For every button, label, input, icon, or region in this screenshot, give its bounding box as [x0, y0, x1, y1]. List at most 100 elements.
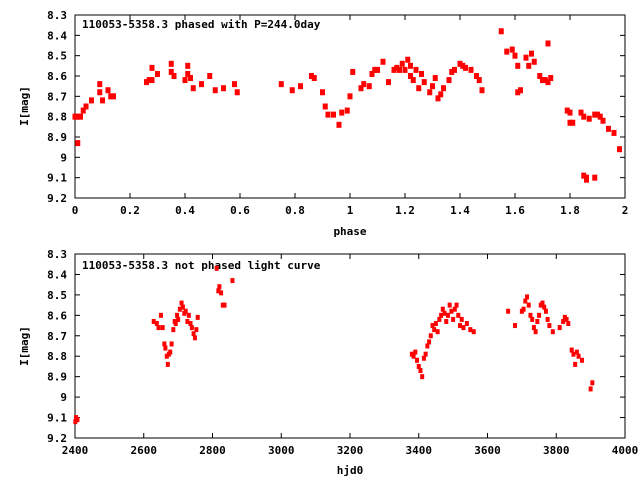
y-tick-label: 8.5 [47, 50, 67, 63]
data-point [515, 89, 521, 96]
data-point [185, 318, 190, 324]
data-point [464, 321, 469, 327]
data-point [430, 83, 435, 90]
data-point [216, 288, 221, 294]
data-point [399, 60, 405, 67]
data-point [191, 331, 196, 337]
y-tick-label: 9.1 [47, 172, 67, 185]
data-point [221, 85, 226, 92]
data-point [540, 300, 545, 306]
y-tick-label: 8.3 [47, 9, 67, 22]
data-point [380, 58, 386, 65]
data-point [521, 306, 526, 312]
data-point [420, 374, 425, 380]
data-point [525, 294, 530, 300]
data-point [413, 349, 418, 355]
data-point [427, 89, 433, 96]
data-point [438, 91, 444, 98]
data-point [173, 321, 178, 327]
data-point [567, 109, 573, 116]
x-axis-label: phase [333, 225, 366, 238]
data-point [222, 302, 227, 308]
data-point [415, 357, 420, 363]
x-tick-label: 1.6 [505, 204, 525, 217]
data-point [171, 327, 176, 333]
data-point [168, 68, 174, 75]
data-point [358, 85, 364, 92]
data-point [545, 316, 550, 322]
data-points [73, 265, 595, 425]
data-point [567, 119, 573, 126]
data-point [506, 308, 511, 314]
data-point [468, 327, 473, 333]
data-point [509, 46, 515, 53]
data-point [418, 368, 423, 374]
data-point [446, 77, 452, 84]
data-point [474, 73, 479, 79]
data-point [523, 54, 529, 61]
data-point [452, 306, 457, 312]
x-tick-label: 2800 [199, 444, 226, 457]
data-point [445, 312, 450, 318]
data-point [188, 75, 193, 82]
data-point [171, 73, 177, 79]
data-point [78, 113, 83, 120]
data-point [416, 363, 421, 369]
data-point [600, 117, 606, 124]
data-point [298, 83, 303, 90]
x-tick-label: 0.4 [175, 204, 195, 217]
data-point [432, 75, 438, 82]
data-point [375, 66, 380, 73]
data-point [169, 341, 174, 347]
data-point [325, 111, 331, 118]
data-point [542, 77, 548, 84]
y-tick-label: 9 [60, 391, 67, 404]
y-tick-label: 8.8 [47, 111, 67, 124]
unphased-light-curve-panel: 110053-5358.3 not phased light curve hjd… [18, 248, 638, 477]
x-tick-label: 0.2 [120, 204, 140, 217]
y-tick-label: 8.4 [47, 29, 67, 42]
data-point [449, 68, 455, 75]
data-point [309, 73, 314, 79]
data-point [164, 353, 169, 359]
data-point [425, 343, 430, 349]
y-tick-label: 8.7 [47, 90, 67, 103]
data-point [219, 290, 224, 296]
data-point [163, 345, 168, 351]
data-point [195, 314, 200, 320]
data-point [185, 62, 191, 69]
data-point [230, 278, 235, 284]
data-point [518, 87, 523, 94]
data-point [581, 113, 587, 120]
x-tick-label: 0 [72, 204, 79, 217]
data-point [439, 312, 444, 318]
data-point [584, 174, 589, 181]
data-point [175, 312, 180, 318]
data-point [162, 341, 167, 347]
y-axis-label: I[mag] [18, 86, 31, 126]
data-point [75, 140, 81, 147]
data-point [423, 351, 428, 357]
x-tick-label: 2 [622, 204, 629, 217]
data-point [442, 310, 447, 316]
data-point [531, 58, 537, 65]
data-point [185, 70, 191, 77]
data-point [561, 318, 566, 324]
data-point [526, 62, 532, 69]
x-tick-label: 3400 [406, 444, 433, 457]
data-point [529, 50, 534, 57]
data-point [595, 111, 600, 118]
x-axis-label: hjd0 [337, 464, 364, 477]
data-point [548, 75, 554, 82]
data-point [452, 66, 457, 73]
data-point [183, 308, 188, 314]
data-point [97, 89, 103, 96]
data-point [533, 329, 538, 335]
data-point [463, 64, 468, 71]
data-point [89, 97, 94, 104]
data-point [149, 64, 155, 71]
x-axis-ticks: 0 0.2 0.4 0.6 0.8 1 1.2 1.4 1.6 1.8 2 [72, 15, 629, 217]
data-point [188, 321, 193, 327]
y-tick-label: 8.8 [47, 350, 67, 363]
